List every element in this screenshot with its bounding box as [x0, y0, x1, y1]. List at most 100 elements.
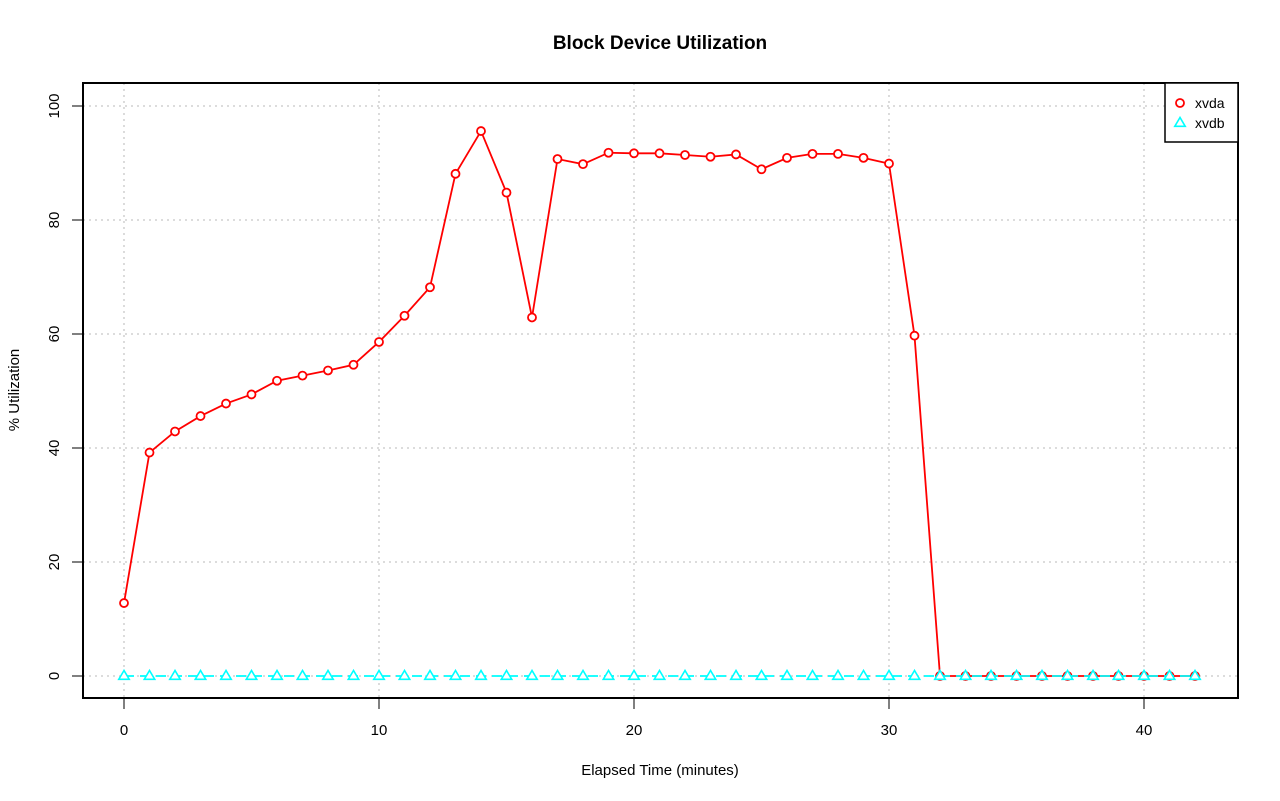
data-point-xvda-18 [578, 159, 588, 170]
x-axis: 0 10 20 30 40 [120, 697, 1153, 739]
data-point-xvdb-17 [550, 668, 565, 681]
data-point-xvdb-40 [1137, 668, 1151, 681]
x-axis-label: Elapsed Time (minutes) [581, 762, 739, 779]
data-point-xvda-19 [603, 147, 614, 158]
data-point-xvdb-35 [1009, 668, 1024, 681]
data-point-xvda-1 [144, 447, 155, 458]
legend: xvda xvdb [1164, 82, 1239, 143]
plot-frame [82, 82, 1239, 699]
data-point-xvdb-21 [652, 668, 667, 681]
data-point-xvdb-2 [168, 668, 182, 681]
y-axis: 0 20 40 60 80 100 [46, 93, 84, 680]
y-tick-label-4: 80 [46, 212, 63, 229]
legend-box [1164, 82, 1239, 143]
data-point-xvda-28 [833, 148, 843, 159]
data-point-xvda-24 [731, 149, 741, 160]
y-axis-label: % Utilization [6, 349, 23, 432]
data-point-xvdb-7 [295, 668, 310, 681]
grid [83, 83, 1238, 698]
data-point-xvda-2 [170, 426, 180, 437]
x-tick-label-4: 40 [1136, 722, 1153, 739]
x-tick-label-2: 20 [626, 722, 643, 739]
data-point-xvdb-37 [1060, 668, 1075, 681]
series-xvda [119, 126, 1200, 681]
data-point-xvdb-3 [193, 668, 208, 681]
data-point-xvda-12 [425, 282, 435, 293]
chart-title: Block Device Utilization [553, 33, 767, 54]
x-tick-label-3: 30 [881, 722, 898, 739]
data-point-xvdb-9 [346, 668, 361, 681]
data-point-xvda-8 [323, 365, 333, 376]
data-point-xvda-4 [221, 398, 231, 409]
data-point-xvda-11 [399, 310, 410, 321]
data-point-xvdb-26 [780, 668, 794, 681]
data-point-xvdb-29 [856, 668, 871, 681]
data-point-xvdb-1 [142, 668, 157, 681]
data-point-xvda-3 [195, 411, 206, 421]
data-point-xvda-30 [884, 158, 894, 169]
legend-label-xvda: xvda [1195, 95, 1225, 111]
data-point-xvdb-32 [933, 668, 947, 681]
data-point-xvda-23 [705, 151, 716, 162]
data-point-xvdb-24 [729, 668, 743, 681]
data-point-xvdb-5 [244, 668, 259, 681]
data-point-xvdb-13 [448, 668, 463, 681]
data-point-xvdb-42 [1188, 668, 1202, 681]
series-line-xvda [123, 129, 1195, 677]
data-point-xvdb-14 [474, 668, 488, 681]
legend-marker-xvdb [1173, 115, 1187, 128]
data-point-xvda-13 [450, 168, 461, 179]
y-tick-label-2: 40 [46, 440, 63, 457]
data-point-xvdb-22 [678, 668, 692, 681]
data-point-xvdb-31 [907, 668, 922, 681]
data-point-xvdb-20 [627, 668, 641, 681]
data-point-xvdb-36 [1035, 668, 1049, 681]
series-xvdb [117, 668, 1202, 681]
data-point-xvda-26 [782, 152, 792, 163]
data-point-xvda-15 [501, 187, 512, 198]
data-point-xvdb-18 [576, 668, 590, 681]
data-point-xvdb-10 [372, 668, 386, 681]
data-point-xvda-6 [272, 375, 282, 386]
x-tick-label-0: 0 [120, 722, 128, 739]
data-point-xvdb-34 [984, 668, 998, 681]
data-point-xvda-7 [297, 370, 308, 381]
data-point-xvdb-39 [1111, 668, 1126, 681]
data-point-xvda-27 [807, 148, 818, 159]
data-point-xvdb-25 [754, 668, 769, 681]
data-point-xvdb-16 [525, 668, 539, 681]
legend-marker-xvda [1175, 98, 1185, 108]
data-point-xvda-0 [119, 598, 129, 608]
data-point-xvdb-15 [499, 668, 514, 681]
data-point-xvda-17 [552, 154, 563, 164]
data-point-xvda-31 [909, 330, 920, 341]
y-tick-label-5: 100 [46, 93, 63, 118]
data-point-xvda-29 [858, 152, 869, 163]
data-point-xvdb-38 [1086, 668, 1100, 681]
data-point-xvda-22 [680, 150, 690, 160]
data-point-xvdb-23 [703, 668, 718, 681]
y-tick-label-3: 60 [46, 326, 63, 343]
data-point-xvdb-33 [958, 668, 973, 681]
data-point-xvdb-27 [805, 668, 820, 681]
data-point-xvdb-6 [270, 668, 284, 681]
data-point-xvdb-8 [321, 668, 335, 681]
data-point-xvdb-30 [882, 668, 896, 681]
data-point-xvda-16 [527, 312, 537, 323]
data-point-xvdb-0 [117, 668, 131, 681]
data-point-xvda-20 [629, 148, 639, 159]
data-point-xvda-5 [246, 389, 257, 400]
data-point-xvda-25 [756, 164, 767, 175]
data-point-xvdb-41 [1162, 668, 1177, 681]
data-point-xvdb-4 [219, 668, 233, 681]
data-point-xvda-14 [476, 126, 486, 136]
data-point-xvdb-28 [831, 668, 845, 681]
data-point-xvdb-11 [397, 668, 412, 681]
data-point-xvda-21 [654, 148, 665, 159]
data-point-xvda-10 [374, 337, 384, 347]
legend-label-xvdb: xvdb [1195, 115, 1225, 131]
x-tick-label-1: 10 [371, 722, 388, 739]
y-tick-label-1: 20 [46, 554, 63, 571]
